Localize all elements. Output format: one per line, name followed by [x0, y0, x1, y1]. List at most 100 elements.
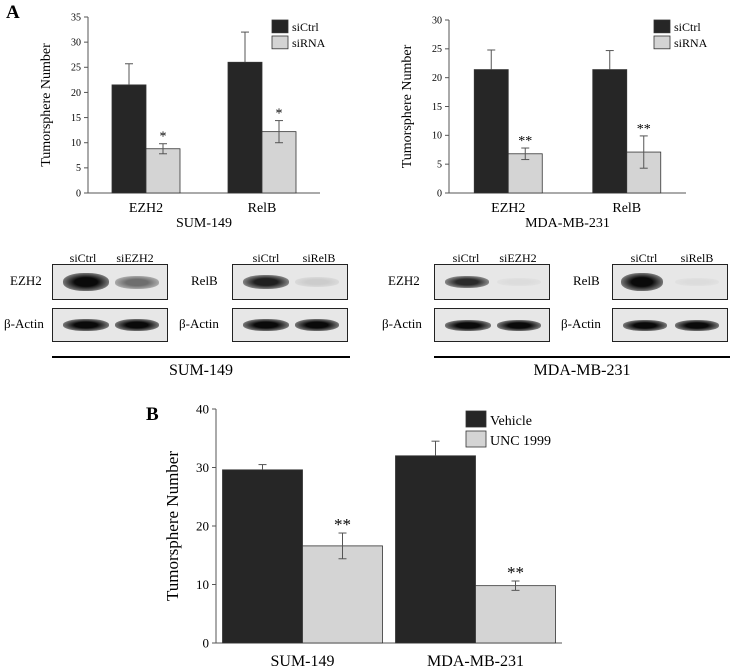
y-tick-label: 30 [432, 15, 442, 26]
chart-a-mda: 0 5 10 15 20 25 30 Tumorsphere Number ** EZH2 ** Re… [400, 15, 708, 231]
y-tick-label: 20 [196, 518, 209, 533]
y-tick-label: 10 [432, 131, 442, 142]
legend-label: siRNA [674, 36, 708, 50]
band [115, 276, 159, 289]
legend-label: siRNA [292, 36, 326, 50]
band [445, 276, 489, 288]
band [623, 320, 667, 331]
band [295, 319, 339, 331]
bar [475, 585, 556, 644]
significance-marker: * [276, 107, 283, 122]
lane-head: siEZH2 [116, 251, 154, 265]
loading-strip [52, 308, 168, 342]
y-tick-label: 5 [437, 160, 442, 171]
loading-label: β-Actin [4, 316, 44, 331]
y-tick-label: 25 [71, 63, 81, 74]
lane-head: siCtrl [252, 251, 280, 265]
loading-strip [232, 308, 348, 342]
y-tick-label: 35 [71, 12, 81, 23]
bar [222, 469, 303, 644]
target-label: EZH2 [10, 273, 42, 288]
legend-swatch [653, 19, 671, 34]
band [63, 273, 109, 291]
target-strip [232, 264, 348, 300]
y-tick-label: 0 [437, 188, 442, 199]
band [243, 319, 289, 331]
y-tick-label: 25 [432, 44, 442, 55]
legend-label: UNC 1999 [490, 434, 551, 449]
band [243, 275, 289, 289]
bar [395, 455, 476, 644]
lane-head: siCtrl [630, 251, 658, 265]
x-category-label: SUM-149 [270, 653, 334, 670]
lane-head: siRelB [680, 251, 714, 265]
x-category-label: RelB [612, 201, 641, 216]
target-label: RelB [191, 273, 218, 288]
bar [473, 69, 509, 194]
bar [111, 84, 147, 194]
y-axis-label: Tumorsphere Number [400, 44, 415, 168]
significance-marker: ** [518, 134, 532, 149]
legend-swatch [271, 35, 289, 50]
y-tick-label: 20 [71, 88, 81, 99]
x-category-label: EZH2 [491, 201, 525, 216]
legend-swatch [653, 35, 671, 50]
band [295, 277, 339, 287]
group-label-sum149: SUM-149 [168, 362, 233, 379]
band [63, 319, 109, 331]
bar [507, 153, 543, 194]
chart-b: 0 10 20 30 40 Tumorsphere Number ** SUM-149 ** MD… [163, 401, 562, 670]
bar [302, 545, 383, 644]
legend-swatch [271, 19, 289, 34]
significance-marker: ** [334, 515, 351, 534]
x-axis-label: SUM-149 [176, 216, 232, 231]
y-tick-label: 15 [71, 113, 81, 124]
x-category-label: EZH2 [129, 201, 163, 216]
y-tick-label: 15 [432, 102, 442, 113]
y-tick-label: 5 [76, 163, 81, 174]
loading-label: β-Actin [179, 316, 219, 331]
lane-head: siRelB [302, 251, 336, 265]
y-tick-label: 40 [196, 401, 209, 416]
x-category-label: RelB [248, 201, 277, 216]
chart-a-sum149: 0 5 10 15 20 25 30 35 Tumorsphere Number * EZH2 * Re… [39, 12, 326, 231]
target-strip [434, 264, 550, 300]
y-axis-label: Tumorsphere Number [39, 43, 54, 167]
lane-head: siCtrl [452, 251, 480, 265]
significance-marker: * [160, 130, 167, 145]
loading-label: β-Actin [561, 316, 601, 331]
loading-strip [612, 308, 728, 342]
target-label: RelB [573, 273, 600, 288]
group-label-mda: MDA-MB-231 [533, 362, 631, 379]
band [115, 319, 159, 331]
target-strip [612, 264, 728, 300]
y-tick-label: 30 [196, 460, 209, 475]
loading-label: β-Actin [382, 316, 422, 331]
band [445, 320, 491, 331]
x-category-label: MDA-MB-231 [427, 653, 524, 670]
group-rule-mda [434, 356, 730, 358]
legend-swatch [465, 410, 487, 428]
target-strip [52, 264, 168, 300]
significance-marker: ** [637, 122, 651, 137]
x-axis-label: MDA-MB-231 [525, 216, 610, 231]
legend-label: siCtrl [674, 20, 701, 34]
bar [145, 148, 181, 194]
y-tick-label: 0 [203, 635, 210, 650]
legend-label: siCtrl [292, 20, 319, 34]
panel-a-letter: A [6, 2, 20, 23]
y-tick-label: 30 [71, 37, 81, 48]
panel-b-letter: B [146, 404, 159, 425]
band [675, 278, 719, 286]
bar [227, 61, 263, 194]
lane-head: siCtrl [69, 251, 97, 265]
y-tick-label: 20 [432, 73, 442, 84]
y-tick-label: 0 [76, 188, 81, 199]
y-tick-label: 10 [196, 577, 209, 592]
y-tick-label: 10 [71, 138, 81, 149]
significance-marker: ** [507, 563, 524, 582]
lane-head: siEZH2 [499, 251, 537, 265]
band [497, 320, 541, 331]
loading-strip [434, 308, 550, 342]
band [497, 278, 541, 286]
